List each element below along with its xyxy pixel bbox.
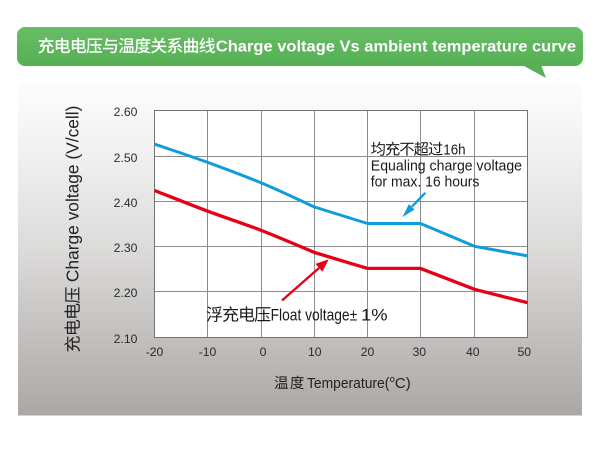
svg-text:Temperature(: Temperature(: [307, 375, 389, 392]
svg-text:2.10: 2.10: [114, 332, 138, 346]
svg-text:Float voltage±: Float voltage±: [271, 307, 358, 325]
svg-text:Charge voltage (V/cell): Charge voltage (V/cell): [63, 106, 83, 283]
svg-text:-10: -10: [199, 345, 217, 359]
svg-text:-20: -20: [146, 345, 164, 359]
svg-text:20: 20: [361, 345, 375, 359]
svg-text:2.20: 2.20: [114, 286, 138, 300]
svg-text:0: 0: [260, 345, 267, 359]
svg-text:30: 30: [413, 345, 427, 359]
svg-text:40: 40: [466, 345, 480, 359]
svg-text:o: o: [390, 374, 395, 385]
svg-text:Charge voltage Vs ambient temp: Charge voltage Vs ambient temperature cu…: [216, 38, 576, 55]
svg-text:2.30: 2.30: [114, 241, 138, 255]
svg-text:2.40: 2.40: [114, 196, 138, 210]
svg-text:Equaling charge voltage: Equaling charge voltage: [371, 157, 522, 174]
svg-text:2.50: 2.50: [114, 151, 138, 165]
svg-text:50: 50: [518, 345, 532, 359]
svg-text:for max. 16 hours: for max. 16 hours: [371, 174, 480, 191]
svg-text:10: 10: [308, 345, 322, 359]
svg-text:16h: 16h: [443, 143, 465, 159]
svg-text:2.60: 2.60: [114, 105, 138, 119]
svg-text:C): C): [395, 375, 411, 392]
svg-text:1%: 1%: [361, 307, 388, 325]
